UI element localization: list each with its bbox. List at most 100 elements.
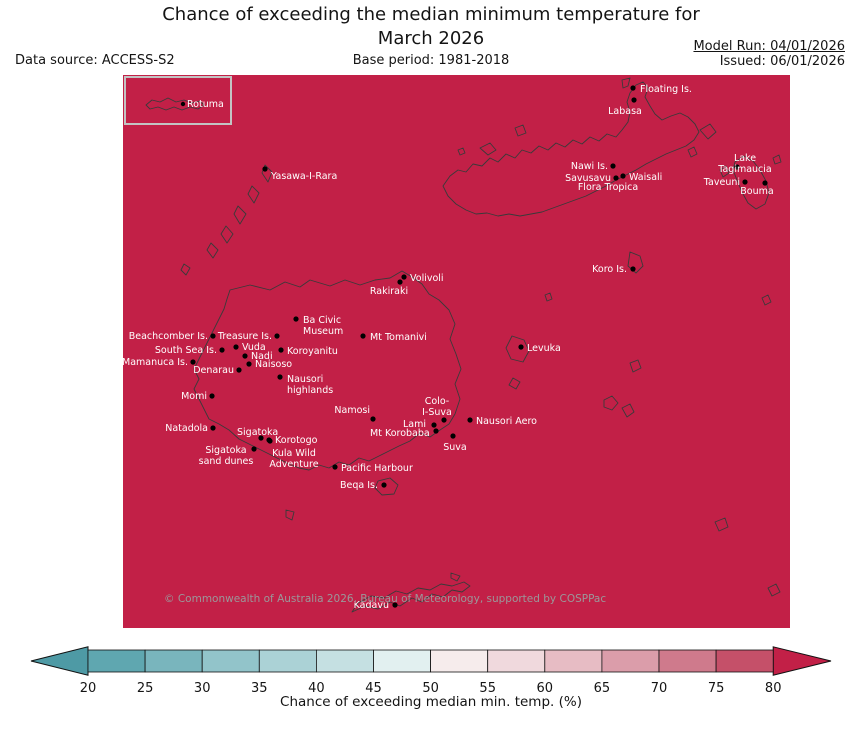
place-marker-dot	[467, 417, 473, 423]
colorbar: 20 25 30 35 40 45 50 55 60 65 70 75 80	[0, 646, 862, 704]
colorbar-segment	[544, 649, 603, 673]
place-marker-dot	[762, 180, 768, 186]
place-marker-dot	[433, 428, 439, 434]
place-label: Beachcomber Is.	[129, 331, 208, 342]
map-place-lami: Lami	[403, 419, 437, 430]
map-place-savusavu: Savusavu	[565, 173, 619, 184]
map-place-bouma: Bouma	[740, 180, 774, 197]
map-place-vuda: Vuda	[233, 342, 266, 353]
place-label: highlands	[287, 385, 333, 396]
colorbar-segment	[715, 649, 774, 673]
map-place-taveuni: Taveuni	[703, 177, 748, 188]
place-marker-dot	[630, 266, 636, 272]
place-label: Kadavu	[354, 600, 389, 611]
map-place-yasawa-i-rara: Yasawa-I-Rara	[262, 166, 337, 182]
place-label: Koroyanitu	[287, 346, 338, 357]
colorbar-svg: 20 25 30 35 40 45 50 55 60 65 70 75 80	[30, 646, 832, 696]
island-outline-yasawa-chain	[180, 164, 273, 276]
colorbar-segment	[601, 649, 660, 673]
colorbar-tick-label: 75	[708, 681, 725, 696]
colorbar-tick-label: 60	[537, 681, 554, 696]
rotuma-inset: Rotuma	[124, 76, 232, 125]
place-label: Koro Is.	[592, 264, 627, 275]
colorbar-segment	[144, 649, 203, 673]
map-place-mt-tomanivi: Mt Tomanivi	[360, 332, 427, 343]
island-outline-koro	[627, 251, 644, 274]
place-marker-dot	[242, 353, 248, 359]
place-label: Lami	[403, 419, 426, 430]
place-label: Colo-	[425, 396, 450, 407]
map-place-koro-is: Koro Is.	[592, 264, 636, 275]
map-place-labasa: Labasa	[608, 97, 642, 117]
place-label: Nawi Is.	[571, 161, 608, 172]
place-label: Adventure	[269, 459, 318, 470]
place-label: I-Suva	[422, 407, 452, 418]
colorbar-segment	[373, 649, 431, 673]
place-label: Ba Civic	[303, 315, 341, 326]
place-marker-dot	[631, 97, 637, 103]
place-label: Savusavu	[565, 173, 611, 184]
map-place-sigatoka: Sigatoka	[237, 427, 278, 441]
issued-label: Issued: 06/01/2026	[719, 54, 845, 69]
place-label: Lake	[734, 153, 756, 164]
map-place-suva: Suva	[443, 433, 467, 453]
place-label: Mt Korobaba	[370, 428, 430, 439]
base-period-label: Base period: 1981-2018	[352, 53, 510, 68]
place-marker-dot	[219, 347, 225, 353]
rotuma-label: Rotuma	[187, 99, 224, 110]
island-outline-rotuma	[145, 97, 205, 111]
place-marker-dot	[397, 279, 403, 285]
map-place-south-sea-is: South Sea Is.	[155, 345, 225, 356]
map-place-beqa-is: Beqa Is.	[340, 480, 387, 491]
map-place-momi: Momi	[181, 391, 215, 402]
place-marker-dot	[274, 333, 280, 339]
colorbar-tick-label: 65	[594, 681, 611, 696]
colorbar-segment	[258, 649, 317, 673]
colorbar-tick-label: 50	[422, 681, 439, 696]
map-place-floating-is: Floating Is.	[630, 84, 692, 95]
place-marker-dot	[209, 393, 215, 399]
colorbar-segment	[315, 649, 374, 673]
colorbar-right-arrow	[772, 646, 832, 676]
colorbar-segment	[201, 649, 260, 673]
map-place-denarau: Denarau	[193, 365, 242, 376]
map-place-levuka: Levuka	[518, 343, 561, 354]
place-label: Kula Wild	[272, 448, 316, 459]
map-place-naisoso: Naisoso	[246, 359, 292, 370]
place-label: Nadi	[251, 351, 273, 362]
place-label: Museum	[303, 326, 343, 337]
colorbar-segment	[430, 649, 489, 673]
place-label: Waisali	[629, 172, 662, 183]
forecast-map: Floating Is. Labasa Yasawa-I-Rara Nawi Is. S…	[123, 75, 790, 628]
place-marker-dot	[360, 333, 366, 339]
place-label: Tagimaucia	[717, 164, 772, 175]
place-label: Vuda	[242, 342, 266, 353]
place-label: Yasawa-I-Rara	[270, 171, 337, 182]
island-outline-ovalau	[505, 335, 530, 363]
map-place-mt-korobaba: Mt Korobaba	[370, 428, 439, 439]
island-outline-beqa	[374, 477, 399, 496]
model-run-label: Model Run: 04/01/2026	[693, 39, 845, 54]
place-label: Natadola	[165, 423, 208, 434]
place-marker-dot	[518, 344, 524, 350]
island-outline-taveuni	[732, 155, 770, 210]
place-label: Floating Is.	[640, 84, 692, 95]
place-label: Suva	[443, 442, 467, 453]
place-marker-dot	[620, 173, 626, 179]
colorbar-tick-label: 70	[651, 681, 668, 696]
colorbar-segment	[87, 649, 146, 673]
place-label: Mt Tomanivi	[370, 332, 427, 343]
map-place-natadola: Natadola	[165, 423, 216, 434]
place-label: Momi	[181, 391, 207, 402]
colorbar-segment	[658, 649, 717, 673]
place-marker-dot	[233, 344, 239, 350]
place-label: Mamanuca Is.	[123, 357, 188, 368]
place-marker-dot	[267, 438, 273, 444]
place-label: South Sea Is.	[155, 345, 217, 356]
place-label: Korotogo	[275, 435, 318, 446]
place-marker-dot	[630, 85, 636, 91]
